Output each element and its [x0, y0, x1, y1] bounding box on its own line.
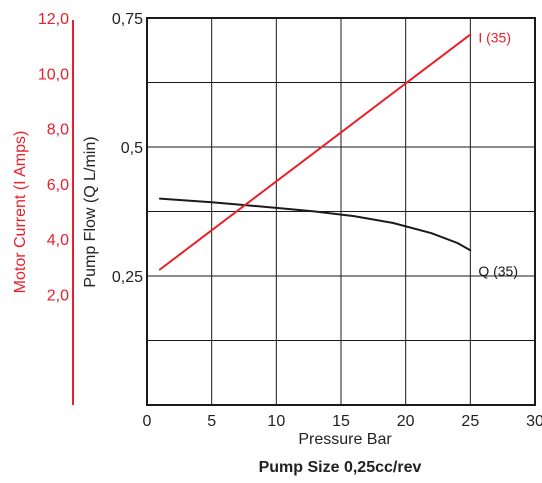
x-tick-label: 30	[526, 413, 542, 430]
current-tick-labels: 2,0 4,0 6,0 8,0 10,0 12,0	[38, 11, 69, 304]
series-labels: Q (35) I (35)	[478, 30, 518, 280]
x-axis-title: Pressure Bar	[298, 431, 392, 448]
current-series-line	[158, 33, 472, 271]
x-tick-label: 10	[267, 413, 285, 430]
flow-axis-title: Pump Flow (Q L/min)	[82, 136, 99, 287]
current-series-label: I (35)	[478, 30, 511, 46]
plot-frame	[146, 17, 536, 406]
flow-tick-labels: 0,25 0,5 0,75	[112, 11, 143, 286]
current-axis-title: Motor Current (I Amps)	[12, 131, 29, 294]
x-tick-label: 20	[397, 413, 415, 430]
x-tick-label: 15	[332, 413, 350, 430]
current-tick-label: 6,0	[47, 177, 69, 194]
flow-series-label: Q (35)	[478, 263, 518, 279]
x-tick-label: 25	[461, 413, 479, 430]
flow-series-line	[158, 197, 472, 252]
flow-tick-label: 0,5	[121, 140, 143, 157]
x-tick-label: 0	[143, 413, 152, 430]
flow-tick-label: 0,25	[112, 269, 143, 286]
current-tick-label: 12,0	[38, 11, 69, 28]
current-tick-label: 8,0	[47, 122, 69, 139]
chart-caption: Pump Size 0,25cc/rev	[259, 459, 422, 476]
x-tick-label: 5	[207, 413, 216, 430]
series-lines	[158, 33, 472, 271]
current-tick-label: 2,0	[47, 287, 69, 304]
current-tick-label: 4,0	[47, 232, 69, 249]
current-tick-label: 10,0	[38, 66, 69, 83]
flow-tick-label: 0,75	[112, 11, 143, 28]
x-tick-labels: 0 5 10 15 20 25 30	[143, 413, 542, 430]
gridlines	[147, 18, 535, 405]
